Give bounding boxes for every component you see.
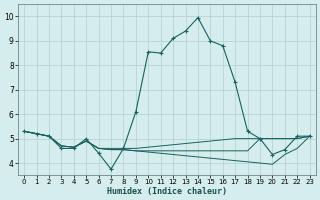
X-axis label: Humidex (Indice chaleur): Humidex (Indice chaleur) bbox=[107, 187, 227, 196]
